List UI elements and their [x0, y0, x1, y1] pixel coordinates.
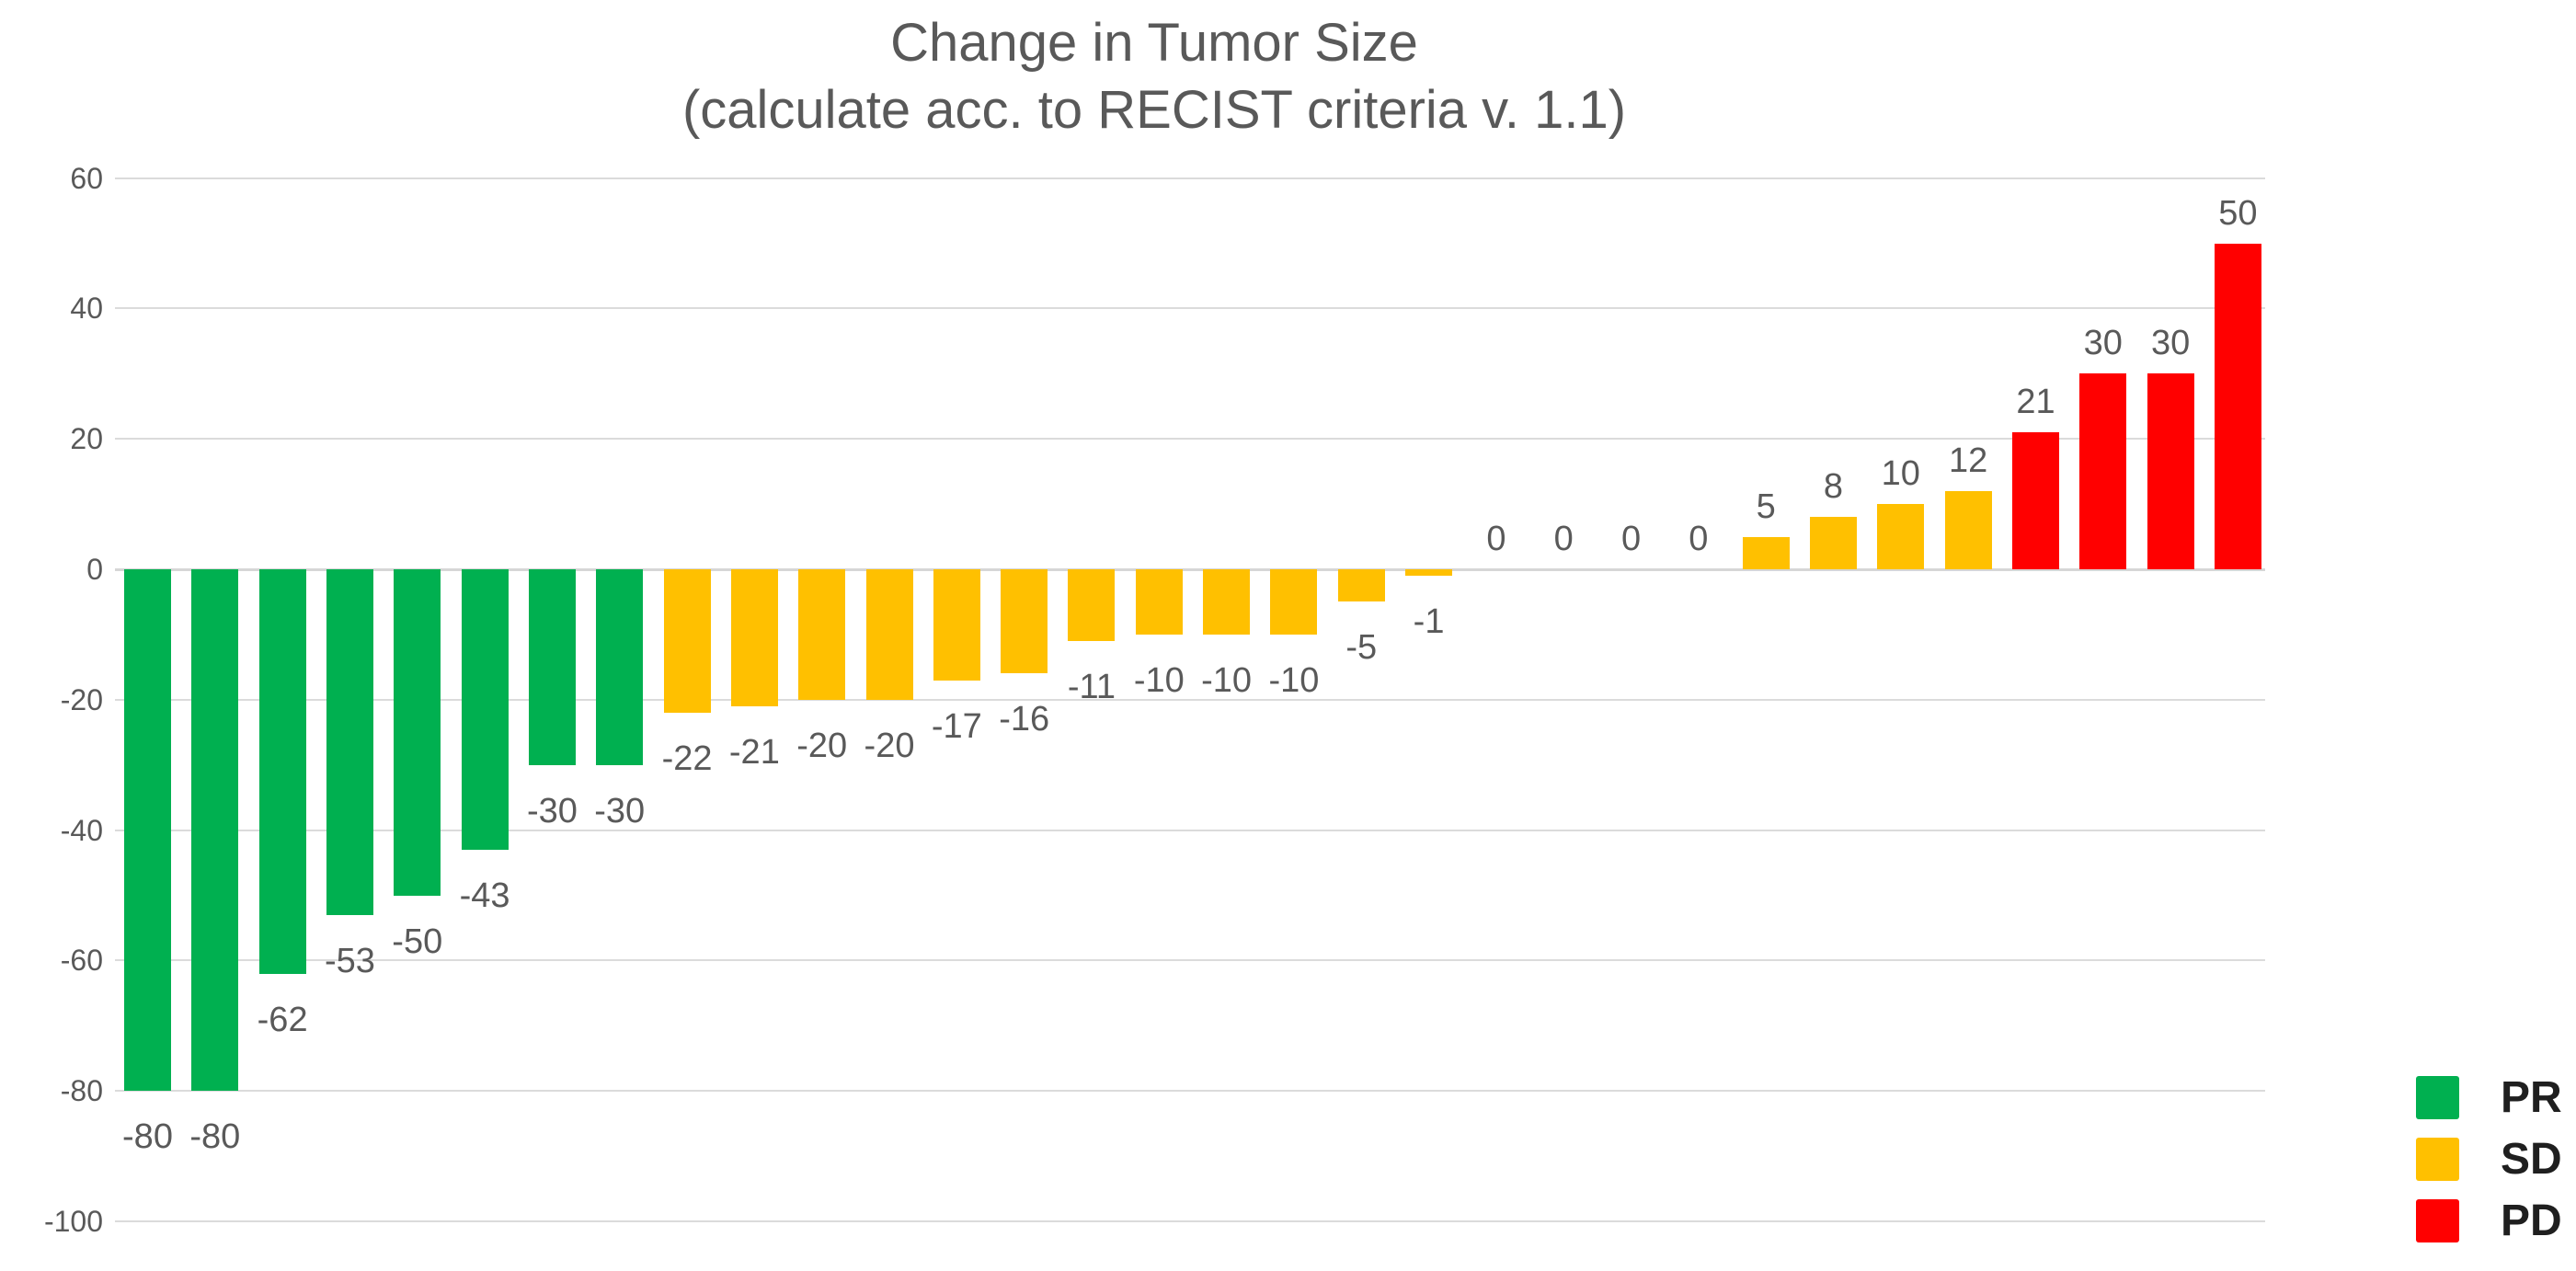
legend-item-pr: PR — [2416, 1073, 2562, 1122]
bar-sd--16 — [1001, 569, 1048, 674]
bar-sd--21 — [730, 569, 778, 706]
bar-value-label: 12 — [1948, 441, 1988, 480]
bar-sd--17 — [933, 569, 980, 681]
legend-swatch-sd — [2416, 1138, 2459, 1181]
bar-value-label: -53 — [324, 941, 375, 980]
bar-value-label: -16 — [999, 700, 1050, 739]
bar-value-label: 0 — [1553, 520, 1574, 558]
bar-pr--80 — [191, 569, 239, 1092]
chart-title-line2: (calculate acc. to RECIST criteria v. 1.… — [681, 80, 1627, 140]
bar-sd-8 — [1810, 517, 1857, 569]
bar-value-label: -80 — [189, 1117, 241, 1157]
y-axis-tick--20: -20 — [60, 682, 103, 716]
chart-title-line1: Change in Tumor Size — [890, 13, 1418, 73]
bar-value-label: -80 — [122, 1117, 173, 1157]
gridline-40 — [115, 307, 2265, 310]
legend: PR SD PD — [2416, 1073, 2562, 1245]
bar-value-label: -17 — [931, 706, 982, 746]
gridline--100 — [115, 1220, 2265, 1222]
bar-pd-30 — [2079, 373, 2127, 569]
bar-value-label: -62 — [257, 1000, 308, 1039]
bar-value-label: 21 — [2016, 383, 2055, 422]
bar-sd--10 — [1203, 569, 1251, 635]
bar-value-label: -22 — [661, 739, 713, 778]
legend-item-pd: PD — [2416, 1197, 2562, 1245]
bar-value-label: 30 — [2083, 324, 2123, 363]
legend-label-sd: SD — [2501, 1135, 2562, 1184]
bar-pr--30 — [528, 569, 576, 765]
y-axis-tick--60: -60 — [60, 944, 103, 978]
y-axis-tick--80: -80 — [60, 1074, 103, 1108]
bar-value-label: 10 — [1881, 454, 1920, 494]
bar-value-label: -21 — [728, 732, 780, 772]
bar-value-label: -10 — [1133, 660, 1185, 700]
bar-sd--20 — [865, 569, 913, 700]
bar-value-label: -11 — [1067, 667, 1116, 706]
bar-pr--62 — [258, 569, 306, 974]
bar-pd-21 — [2011, 432, 2059, 569]
gridline--20 — [115, 698, 2265, 701]
bar-pd-30 — [2147, 373, 2194, 569]
bar-sd--20 — [798, 569, 846, 700]
bar-value-label: -20 — [796, 726, 848, 765]
bar-value-label: 0 — [1689, 520, 1709, 558]
bar-value-label: 0 — [1486, 520, 1506, 558]
gridline-20 — [115, 438, 2265, 441]
bar-value-label: -10 — [1268, 660, 1320, 700]
bar-pd-50 — [2214, 243, 2261, 569]
bar-sd-12 — [1944, 490, 1992, 569]
bar-sd--10 — [1135, 569, 1183, 635]
gridline-60 — [115, 177, 2265, 179]
y-axis-tick--100: -100 — [43, 1205, 103, 1238]
chart-title: Change in Tumor Size (calculate acc. to … — [83, 9, 2226, 143]
bar-value-label: 30 — [2150, 324, 2191, 363]
bar-sd--1 — [1405, 569, 1453, 577]
bar-value-label: 0 — [1620, 520, 1642, 558]
bar-value-label: -20 — [864, 726, 915, 765]
bar-sd-10 — [1877, 504, 1925, 569]
bar-value-label: 50 — [2218, 193, 2258, 233]
legend-label-pr: PR — [2501, 1073, 2562, 1122]
bar-pr--53 — [326, 569, 373, 915]
bar-value-label: -5 — [1345, 628, 1378, 668]
y-axis-tick-0: 0 — [86, 553, 103, 586]
bar-value-label: 8 — [1823, 467, 1844, 507]
y-axis-tick-40: 40 — [70, 292, 103, 326]
y-axis-tick-60: 60 — [70, 161, 103, 195]
bar-pr--30 — [596, 569, 644, 765]
bar-value-label: -43 — [459, 876, 510, 915]
bar-pr--80 — [124, 569, 171, 1092]
bar-sd--10 — [1270, 569, 1318, 635]
y-axis-tick-20: 20 — [70, 422, 103, 456]
bar-value-label: -1 — [1413, 602, 1445, 642]
legend-swatch-pr — [2416, 1076, 2459, 1119]
bar-sd-5 — [1742, 536, 1790, 569]
bar-value-label: -10 — [1201, 660, 1253, 700]
y-axis-tick--40: -40 — [60, 813, 103, 847]
legend-label-pd: PD — [2501, 1197, 2562, 1245]
bar-pr--43 — [461, 569, 509, 850]
bar-sd--22 — [663, 569, 711, 713]
bar-value-label: -50 — [392, 922, 443, 961]
bar-pr--50 — [394, 569, 441, 896]
legend-swatch-pd — [2416, 1199, 2459, 1242]
gridline--40 — [115, 829, 2265, 831]
legend-item-sd: SD — [2416, 1135, 2562, 1184]
gridline--60 — [115, 959, 2265, 962]
bar-value-label: -30 — [526, 791, 578, 830]
bar-value-label: 5 — [1756, 487, 1776, 526]
bar-value-label: -30 — [594, 791, 646, 830]
zero-axis-line — [115, 567, 2265, 571]
gridline--80 — [115, 1090, 2265, 1093]
bar-sd--5 — [1337, 569, 1385, 602]
bar-sd--11 — [1068, 569, 1116, 641]
